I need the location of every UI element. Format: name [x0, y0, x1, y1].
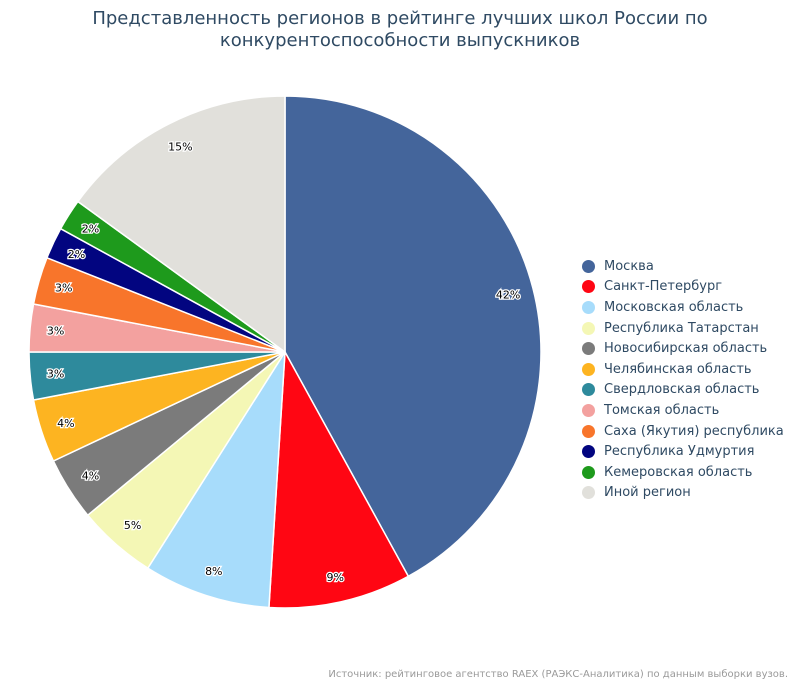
pie-slice-0[interactable]: [284, 95, 542, 578]
legend-item-7[interactable]: Томская область: [582, 400, 784, 421]
chart-title-line-2: конкурентоспособности выпускников: [219, 30, 581, 51]
legend-item-10[interactable]: Кемеровская область: [582, 462, 784, 483]
legend-dot-icon: [582, 362, 595, 376]
chart-title: Представленность регионов в рейтинге луч…: [0, 8, 800, 52]
legend-dot-icon: [582, 300, 595, 314]
pie-slice-label-2: 8%: [205, 565, 222, 578]
legend-item-8[interactable]: Саха (Якутия) республика: [582, 421, 784, 442]
legend-item-11[interactable]: Иной регион: [582, 483, 784, 504]
pie-slice-2[interactable]: [146, 351, 286, 609]
legend-item-2[interactable]: Московская область: [582, 297, 784, 318]
legend-label: Республика Удмуртия: [604, 444, 755, 460]
pie-slice-label-1: 9%: [327, 571, 344, 584]
legend-dot-icon: [582, 342, 595, 356]
pie-slice-1[interactable]: [268, 349, 410, 609]
legend-label: Республика Татарстан: [604, 320, 759, 336]
legend-dot-icon: [582, 403, 595, 417]
legend-item-6[interactable]: Свердловская область: [582, 380, 784, 401]
legend-item-1[interactable]: Санкт-Петербург: [582, 277, 784, 298]
pie-slice-label-7: 3%: [47, 324, 64, 337]
legend-item-5[interactable]: Челябинская область: [582, 359, 784, 380]
legend-label: Томская область: [604, 402, 720, 418]
legend-label: Москва: [604, 258, 654, 274]
legend-label: Кемеровская область: [604, 464, 753, 480]
chart-legend: Москва Санкт-Петербург Московская область Р…: [582, 256, 784, 503]
legend-item-0[interactable]: Москва: [582, 256, 784, 277]
legend-label: Свердловская область: [604, 382, 760, 398]
pie-slice-label-10: 2%: [82, 223, 99, 236]
pie-slice-label-0: 42%: [496, 289, 520, 302]
legend-label: Московская область: [604, 299, 744, 315]
legend-dot-icon: [582, 486, 595, 500]
pie-slice-label-8: 3%: [55, 282, 72, 295]
chart-title-line-1: Представленность регионов в рейтинге луч…: [92, 8, 708, 29]
pie-slice-label-6: 3%: [47, 368, 64, 381]
legend-dot-icon: [582, 280, 595, 294]
source-note: Источник: рейтинговое агентство RAEX (РА…: [328, 669, 788, 680]
pie-slice-label-4: 4%: [82, 469, 99, 482]
legend-label: Санкт-Петербург: [604, 279, 723, 295]
legend-dot-icon: [582, 445, 595, 459]
legend-item-9[interactable]: Республика Удмуртия: [582, 441, 784, 462]
legend-item-3[interactable]: Республика Татарстан: [582, 318, 784, 339]
legend-dot-icon: [582, 424, 595, 438]
pie-slice-label-3: 5%: [124, 519, 141, 532]
legend-dot-icon: [582, 321, 595, 335]
pie-slice-11[interactable]: [76, 95, 286, 354]
pie-slice-label-11: 15%: [168, 141, 192, 154]
legend-label: Саха (Якутия) республика: [604, 423, 784, 439]
legend-dot-icon: [582, 259, 595, 273]
legend-label: Иной регион: [604, 485, 691, 501]
pie-slice-label-5: 4%: [57, 417, 74, 430]
legend-label: Новосибирская область: [604, 341, 768, 357]
legend-item-4[interactable]: Новосибирская область: [582, 338, 784, 359]
legend-label: Челябинская область: [604, 361, 752, 377]
legend-dot-icon: [582, 383, 595, 397]
legend-dot-icon: [582, 465, 595, 479]
pie-slice-label-9: 2%: [68, 248, 85, 261]
